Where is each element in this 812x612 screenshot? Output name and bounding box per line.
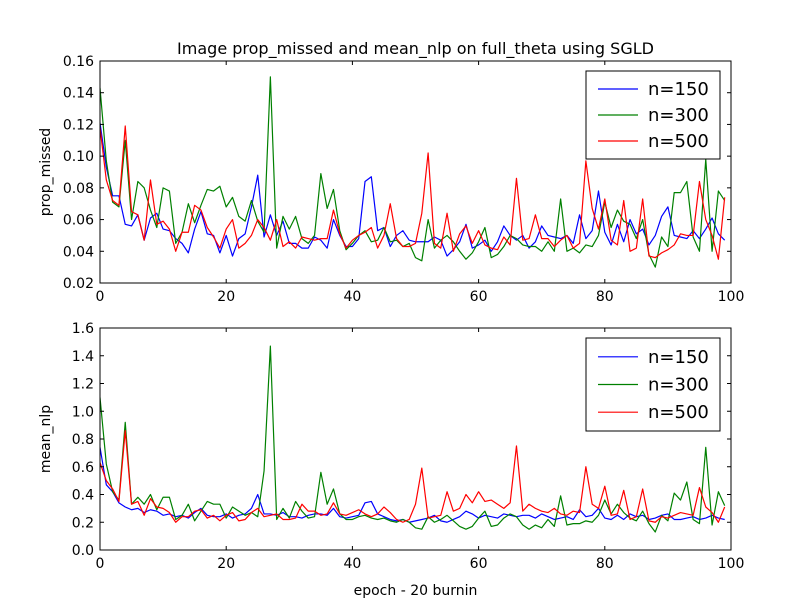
y-tick-label: 0.04 xyxy=(63,244,94,260)
series-line-n-150-panel-1 xyxy=(100,122,726,257)
x-axis-label: epoch - 20 burnin xyxy=(354,583,478,599)
legend-entry-label: n=150 xyxy=(648,79,709,100)
x-tick-label: 100 xyxy=(718,556,745,572)
x-tick-label: 0 xyxy=(96,289,105,305)
x-tick-label: 80 xyxy=(596,289,614,305)
x-tick-label: 60 xyxy=(470,556,488,572)
series-line-n-300-panel-1 xyxy=(100,76,726,268)
plot-frame-1 xyxy=(99,60,732,284)
y-tick-label: 1.6 xyxy=(72,321,94,337)
series-line-n-500-panel-2 xyxy=(100,430,726,523)
y-axis-label: prop_missed xyxy=(38,128,54,216)
x-tick-label: 60 xyxy=(470,289,488,305)
y-tick-label: 1.0 xyxy=(72,404,94,420)
legend-entry-label: n=150 xyxy=(648,347,709,368)
x-tick-label: 20 xyxy=(217,556,235,572)
x-tick-label: 40 xyxy=(343,556,361,572)
legend-entry-label: n=300 xyxy=(648,375,709,396)
y-tick-label: 0.6 xyxy=(72,460,94,476)
y-tick-label: 1.4 xyxy=(72,349,94,365)
legend-entry-label: n=500 xyxy=(648,402,709,423)
y-tick-label: 0.06 xyxy=(63,213,94,229)
y-tick-label: 0.2 xyxy=(72,515,94,531)
y-tick-label: 0.02 xyxy=(63,276,94,292)
chart-panel-2: 0 20 40 60 80 100 0.0 0.2 0.4 0.6 0.8 1.0 1.2 1.4 1.6 m… xyxy=(38,321,744,599)
chart-panel-1: 0 20 40 60 80 100 0.02 0.04 0.06 0.08 0.10 0.12 0.14… xyxy=(38,39,744,305)
series-line-n-150-panel-2 xyxy=(100,447,725,523)
y-tick-label: 0.4 xyxy=(72,488,94,504)
y-tick-label: 0.0 xyxy=(72,543,94,559)
y-tick-label: 1.2 xyxy=(72,377,94,393)
x-tick-label: 40 xyxy=(343,289,361,305)
y-tick-label: 0.16 xyxy=(63,54,94,70)
chart-title: Image prop_missed and mean_nlp on full_t… xyxy=(177,39,654,59)
y-tick-label: 0.08 xyxy=(63,181,94,197)
y-tick-label: 0.12 xyxy=(63,117,94,133)
y-tick-label: 0.8 xyxy=(72,432,94,448)
x-tick-label: 100 xyxy=(718,289,745,305)
x-tick-label: 20 xyxy=(217,289,235,305)
y-tick-label: 0.14 xyxy=(63,86,94,102)
legend-entry-label: n=300 xyxy=(648,105,709,126)
legend-2: n=150 n=300 n=500 xyxy=(585,337,721,432)
x-tick-label: 0 xyxy=(96,556,105,572)
legend-entry-label: n=500 xyxy=(648,131,709,152)
series-line-n-300-panel-2 xyxy=(100,345,726,533)
y-tick-label: 0.10 xyxy=(63,149,94,165)
y-axis-label: mean_nlp xyxy=(38,405,54,473)
series-line-n-500-panel-1 xyxy=(100,125,726,260)
legend-1: n=150 n=300 n=500 xyxy=(585,70,721,160)
x-tick-label: 80 xyxy=(596,556,614,572)
